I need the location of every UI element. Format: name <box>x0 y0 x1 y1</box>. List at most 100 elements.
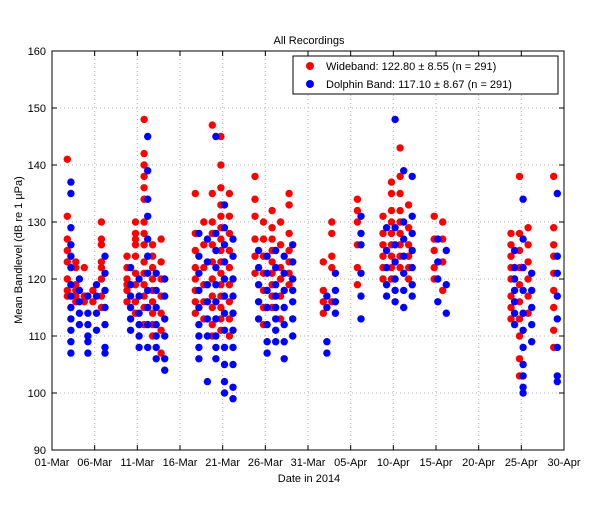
data-point <box>191 263 199 272</box>
data-point <box>254 246 263 255</box>
data-point <box>254 281 263 289</box>
data-point <box>135 343 143 352</box>
data-point <box>67 281 75 289</box>
x-tick-label: 05-Apr <box>334 457 367 469</box>
data-point <box>285 246 293 255</box>
data-point <box>408 263 416 272</box>
data-point <box>263 269 271 277</box>
data-point <box>391 298 399 306</box>
data-point <box>225 246 234 255</box>
y-tick-label: 160 <box>28 46 46 58</box>
data-point <box>391 115 399 124</box>
data-point <box>225 212 234 220</box>
data-point <box>319 258 327 266</box>
data-point <box>289 258 297 266</box>
data-point <box>251 172 259 181</box>
data-point <box>220 389 229 397</box>
data-point <box>550 326 558 334</box>
data-point <box>144 320 152 329</box>
data-point <box>442 246 450 255</box>
data-point <box>331 298 340 306</box>
data-point <box>195 269 203 277</box>
data-point <box>67 224 75 232</box>
data-point <box>225 281 234 289</box>
data-point <box>200 218 208 226</box>
data-point <box>67 241 75 249</box>
data-point <box>396 229 404 238</box>
data-point <box>331 269 340 277</box>
data-point <box>140 115 148 124</box>
data-point <box>157 349 165 357</box>
data-point <box>212 315 220 323</box>
data-point <box>217 269 225 277</box>
data-point <box>259 218 268 226</box>
data-point <box>217 184 225 192</box>
data-point <box>404 224 413 232</box>
legend-box <box>292 55 559 95</box>
data-points <box>63 115 561 403</box>
y-tick-label: 120 <box>28 274 46 286</box>
data-point <box>507 315 515 323</box>
data-point <box>225 332 234 340</box>
y-tick-label: 140 <box>28 160 46 172</box>
data-point <box>131 218 140 226</box>
data-point <box>75 309 84 317</box>
data-point <box>408 292 416 300</box>
data-point <box>391 224 399 232</box>
data-point <box>220 258 229 266</box>
data-point <box>280 338 288 346</box>
data-point <box>212 229 220 238</box>
data-point <box>515 281 524 289</box>
data-point <box>67 349 75 357</box>
data-point <box>126 326 135 334</box>
data-point <box>67 315 75 323</box>
data-point <box>553 292 561 300</box>
data-point <box>553 343 561 352</box>
data-point <box>550 303 558 312</box>
data-point <box>263 286 271 295</box>
data-point <box>157 258 165 266</box>
data-point <box>63 258 71 266</box>
data-point <box>319 309 327 317</box>
data-point <box>408 281 416 289</box>
y-tick-label: 100 <box>28 388 46 400</box>
data-point <box>272 303 280 312</box>
data-point <box>379 241 387 249</box>
y-tick-label: 150 <box>28 103 46 115</box>
data-point <box>379 229 387 238</box>
data-point <box>220 292 229 300</box>
data-point <box>319 298 327 306</box>
chart-title: All Recordings <box>274 35 345 47</box>
data-point <box>101 303 109 312</box>
data-point <box>272 315 280 323</box>
data-point <box>519 309 527 317</box>
data-point <box>84 320 92 329</box>
data-point <box>126 281 135 289</box>
data-point <box>400 269 408 277</box>
data-point <box>229 326 237 334</box>
data-point <box>387 206 396 215</box>
data-point <box>203 315 212 323</box>
data-point <box>400 286 408 295</box>
data-point <box>195 320 203 329</box>
data-point <box>396 263 404 272</box>
data-point <box>507 252 515 260</box>
data-point <box>208 320 216 329</box>
data-point <box>212 132 220 141</box>
data-point <box>126 263 135 272</box>
data-point <box>203 235 212 243</box>
data-point <box>220 377 229 386</box>
data-point <box>434 275 442 283</box>
data-point <box>208 241 216 249</box>
data-point <box>123 298 131 306</box>
data-point <box>195 252 203 260</box>
data-point <box>144 195 152 203</box>
data-point <box>263 320 271 329</box>
data-point <box>387 189 396 198</box>
data-point <box>272 263 280 272</box>
data-point <box>251 195 259 203</box>
data-point <box>268 224 276 232</box>
data-point <box>439 218 447 226</box>
data-point <box>152 286 160 295</box>
data-point <box>225 229 234 238</box>
